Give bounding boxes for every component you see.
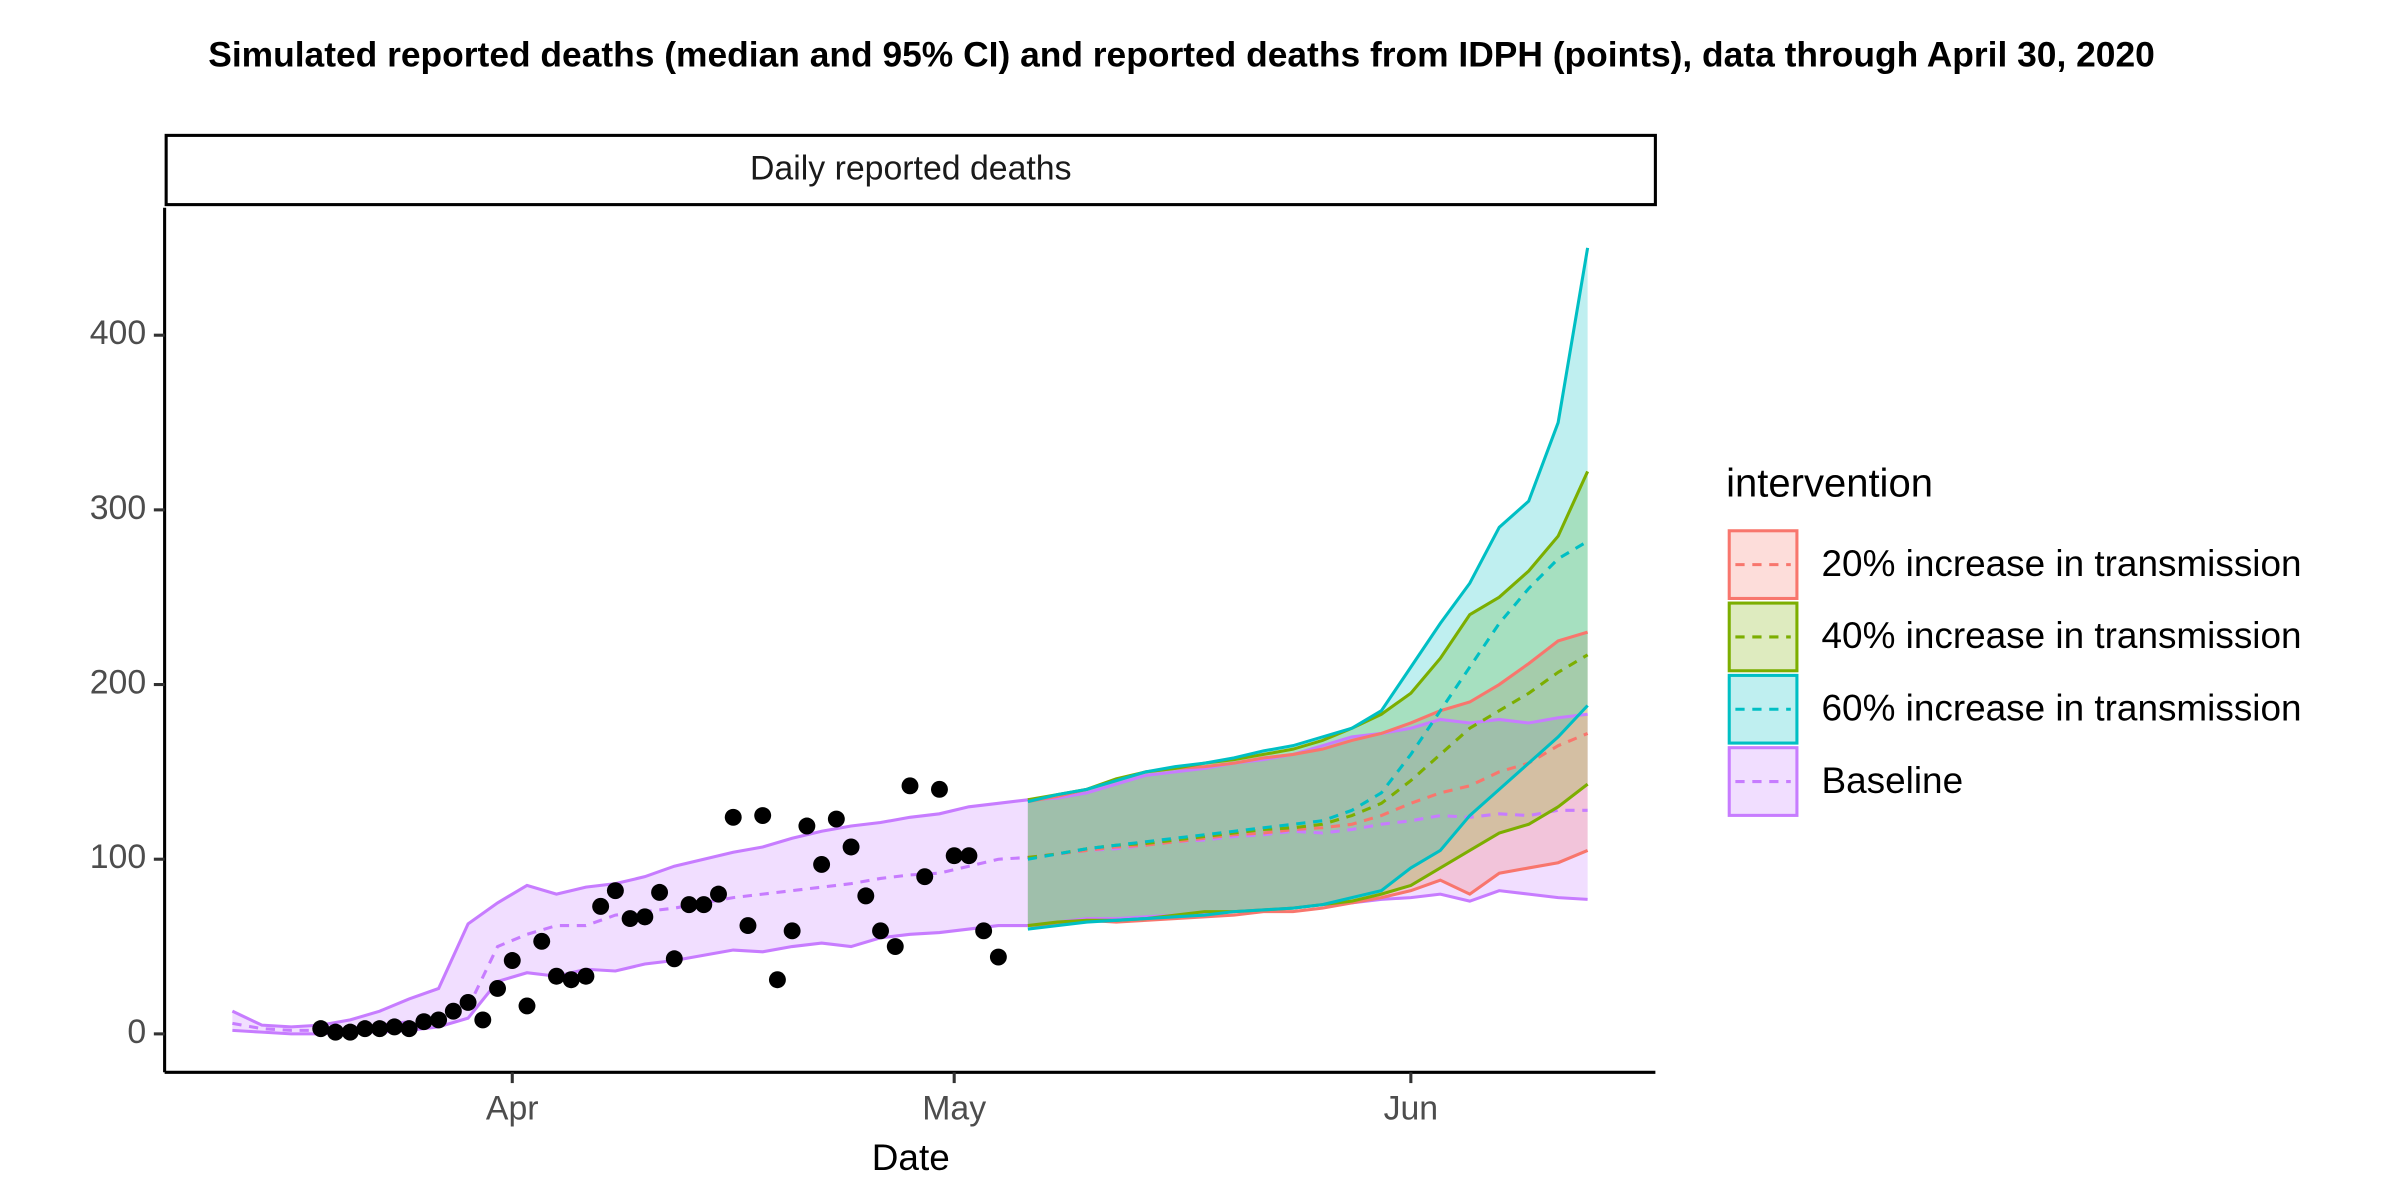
- y-tick-label: 200: [90, 663, 146, 701]
- y-tick-label: 300: [90, 489, 146, 527]
- reported-death-point: [459, 993, 477, 1011]
- reported-death-point: [356, 1020, 374, 1038]
- reported-death-point: [312, 1020, 330, 1038]
- legend-label: Baseline: [1822, 760, 1964, 801]
- reported-death-point: [341, 1023, 359, 1041]
- reported-death-point: [430, 1011, 448, 1029]
- median-line: [1027, 732, 1589, 859]
- x-tick-label: Jun: [1384, 1090, 1439, 1128]
- median-line: [1027, 539, 1589, 861]
- upper-line: [1027, 247, 1590, 804]
- legend: 20% increase in transmission 40% increase…: [1727, 529, 2302, 817]
- legend-title: intervention: [1726, 462, 1933, 506]
- reported-death-point: [872, 922, 889, 940]
- reported-death-point: [665, 950, 683, 968]
- reported-death-point: [444, 1002, 462, 1020]
- reported-death-point: [489, 980, 506, 997]
- y-tick-label: 400: [90, 314, 146, 352]
- reported-death-point: [783, 922, 801, 940]
- panel-strip: [164, 133, 1657, 207]
- reported-death-point: [960, 847, 978, 865]
- reported-death-point: [739, 917, 757, 935]
- reported-death-point: [724, 808, 742, 826]
- reported-death-point: [945, 847, 963, 865]
- reported-death-point: [975, 922, 993, 940]
- x-tick-label: May: [922, 1090, 986, 1128]
- panel-title: Daily reported deaths: [750, 150, 1072, 188]
- reported-death-point: [842, 838, 860, 856]
- reported-death-point: [547, 967, 565, 985]
- reported-death-point: [621, 910, 639, 928]
- reported-death-point: [415, 1013, 433, 1031]
- reported-death-point: [592, 897, 610, 915]
- reported-death-point: [680, 896, 698, 914]
- reported-death-point: [931, 780, 948, 798]
- plot-area: 0 100 200 300 400 Apr May Jun: [90, 207, 1656, 1128]
- reported-death-point: [886, 938, 904, 956]
- reported-death-point: [754, 807, 772, 825]
- x-tick-label: Apr: [486, 1090, 539, 1128]
- reported-death-point: [768, 971, 786, 989]
- reported-death-point: [813, 855, 831, 873]
- reported-death-point: [606, 882, 624, 900]
- reported-death-point: [503, 952, 521, 969]
- legend-label: 40% increase in transmission: [1822, 615, 2302, 656]
- reported-death-point: [371, 1020, 389, 1038]
- upper-line: [231, 712, 1588, 1029]
- reported-death-point: [400, 1020, 418, 1038]
- legend-label: 20% increase in transmission: [1822, 543, 2302, 584]
- legend-label: 60% increase in transmission: [1822, 688, 2302, 729]
- reported-death-point: [901, 777, 919, 795]
- reported-death-point: [518, 997, 536, 1015]
- y-tick-label: 100: [90, 838, 146, 876]
- reported-death-point: [327, 1023, 344, 1041]
- reported-death-point: [562, 971, 580, 989]
- chart-title: Simulated reported deaths (median and 95…: [208, 35, 2155, 74]
- lower-line: [1027, 849, 1589, 928]
- reported-death-point: [385, 1018, 403, 1036]
- ci-ribbon: [1027, 471, 1588, 926]
- reported-death-point: [533, 932, 551, 950]
- reported-death-point: [695, 896, 713, 914]
- reported-death-point: [636, 908, 654, 926]
- ci-ribbon: [1027, 632, 1588, 926]
- reported-death-point: [798, 817, 816, 835]
- reported-death-point: [651, 883, 669, 901]
- y-tick-label: 0: [127, 1013, 146, 1051]
- reported-death-point: [989, 948, 1007, 966]
- reported-death-point: [827, 810, 845, 828]
- reported-death-point: [710, 885, 727, 903]
- reported-death-point: [474, 1011, 492, 1029]
- ci-ribbon: [232, 714, 1588, 1034]
- reported-death-point: [857, 887, 875, 905]
- reported-death-point: [916, 868, 934, 886]
- x-axis-title: Date: [872, 1137, 950, 1178]
- reported-death-point: [577, 967, 595, 985]
- ci-ribbon: [1027, 247, 1588, 930]
- lower-line: [1027, 704, 1589, 931]
